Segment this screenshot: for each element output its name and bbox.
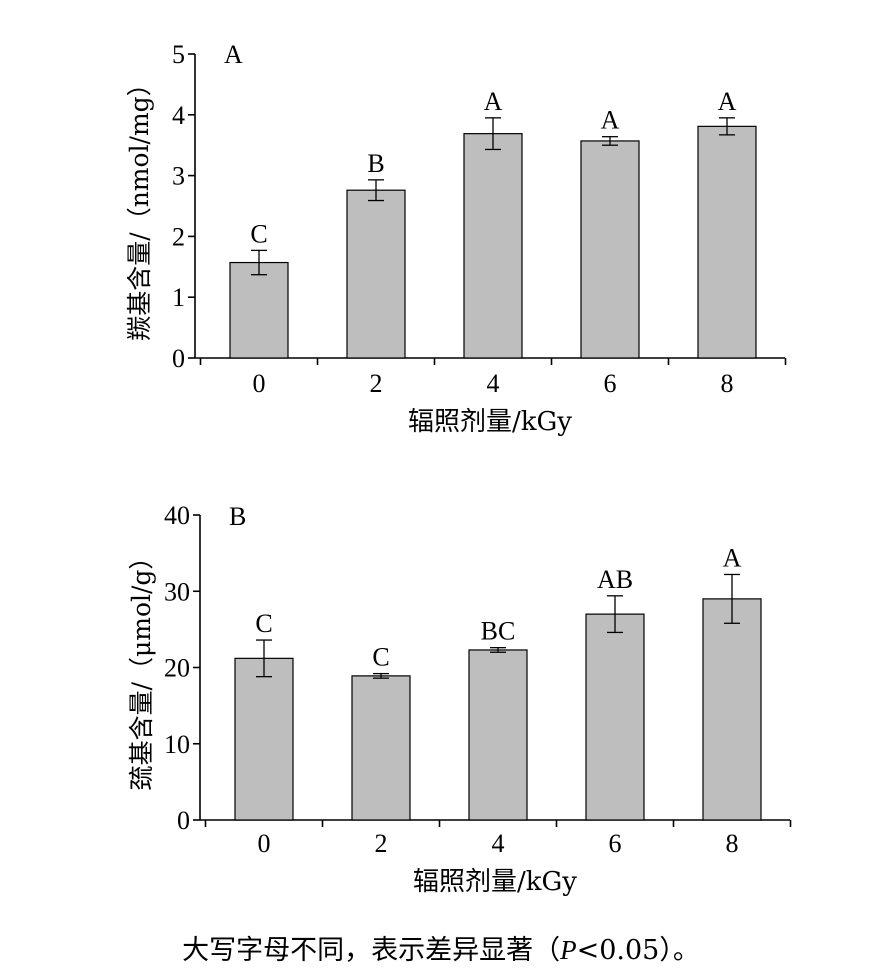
x-tick-label: 0 xyxy=(253,369,266,398)
y-tick-label: 0 xyxy=(177,806,190,835)
x-tick-label: 4 xyxy=(492,829,505,858)
significance-label: BC xyxy=(481,617,516,646)
x-tick-label: 4 xyxy=(487,369,500,398)
significance-label: C xyxy=(372,643,389,672)
significance-label: A xyxy=(723,543,742,572)
x-tick-label: 6 xyxy=(609,829,622,858)
x-tick-label: 2 xyxy=(370,369,383,398)
y-tick-label: 4 xyxy=(172,101,185,130)
bar-4 xyxy=(463,133,523,359)
y-tick-label: 0 xyxy=(172,344,185,373)
caption-suffix: <0.05）。 xyxy=(576,935,700,966)
y-axis-label: 巯基含量/（μmol/g） xyxy=(127,545,156,791)
y-tick-label: 10 xyxy=(164,730,190,759)
significance-label: A xyxy=(484,87,503,116)
bar-6 xyxy=(585,613,645,821)
bar-2 xyxy=(351,675,411,821)
y-axis-label: 羰基含量/（nmol/mg） xyxy=(125,71,154,340)
significance-label: C xyxy=(250,219,267,248)
caption-prefix: 大写字母不同，表示差异显著（ xyxy=(182,935,561,966)
significance-label: A xyxy=(601,106,620,135)
significance-label: B xyxy=(367,149,384,178)
y-tick-label: 1 xyxy=(172,283,185,312)
panel-label: A xyxy=(224,40,243,69)
y-tick-label: 5 xyxy=(172,40,185,69)
x-tick-label: 2 xyxy=(375,829,388,858)
y-tick-label: 20 xyxy=(164,654,190,683)
x-tick-label: 0 xyxy=(258,829,271,858)
significance-label: AB xyxy=(597,565,633,594)
bar-6 xyxy=(580,140,640,359)
bar-2 xyxy=(346,189,406,359)
caption-p-symbol: P xyxy=(560,935,577,965)
figure-caption: 大写字母不同，表示差异显著（P<0.05）。 xyxy=(0,928,882,967)
bar-0 xyxy=(234,657,294,821)
bar-8 xyxy=(697,125,757,359)
y-tick-label: 2 xyxy=(172,222,185,251)
panel-label: B xyxy=(229,502,246,531)
x-axis-label: 辐照剂量/kGy xyxy=(413,867,577,897)
x-axis-label: 辐照剂量/kGy xyxy=(408,407,572,437)
x-tick-label: 8 xyxy=(726,829,739,858)
y-tick-label: 30 xyxy=(164,577,190,606)
significance-label: C xyxy=(255,609,272,638)
significance-label: A xyxy=(718,87,737,116)
bar-4 xyxy=(468,649,528,821)
x-tick-label: 6 xyxy=(604,369,617,398)
bar-0 xyxy=(229,261,289,359)
y-tick-label: 3 xyxy=(172,162,185,191)
bar-8 xyxy=(702,598,762,821)
chart-panel-B: 0 10 20 30 40 C 0 C 2 BC 4 AB 6 A 8 B 辐照剂量/kGy 巯基含量/（μmol… xyxy=(127,501,792,897)
x-tick-label: 8 xyxy=(721,369,734,398)
y-tick-label: 40 xyxy=(164,501,190,530)
chart-panel-A: 0 1 2 3 4 5 C 0 B 2 A 4 A 6 A 8 A 辐照剂量/kGy 羰基含量/（nmol/mg） xyxy=(125,40,787,437)
